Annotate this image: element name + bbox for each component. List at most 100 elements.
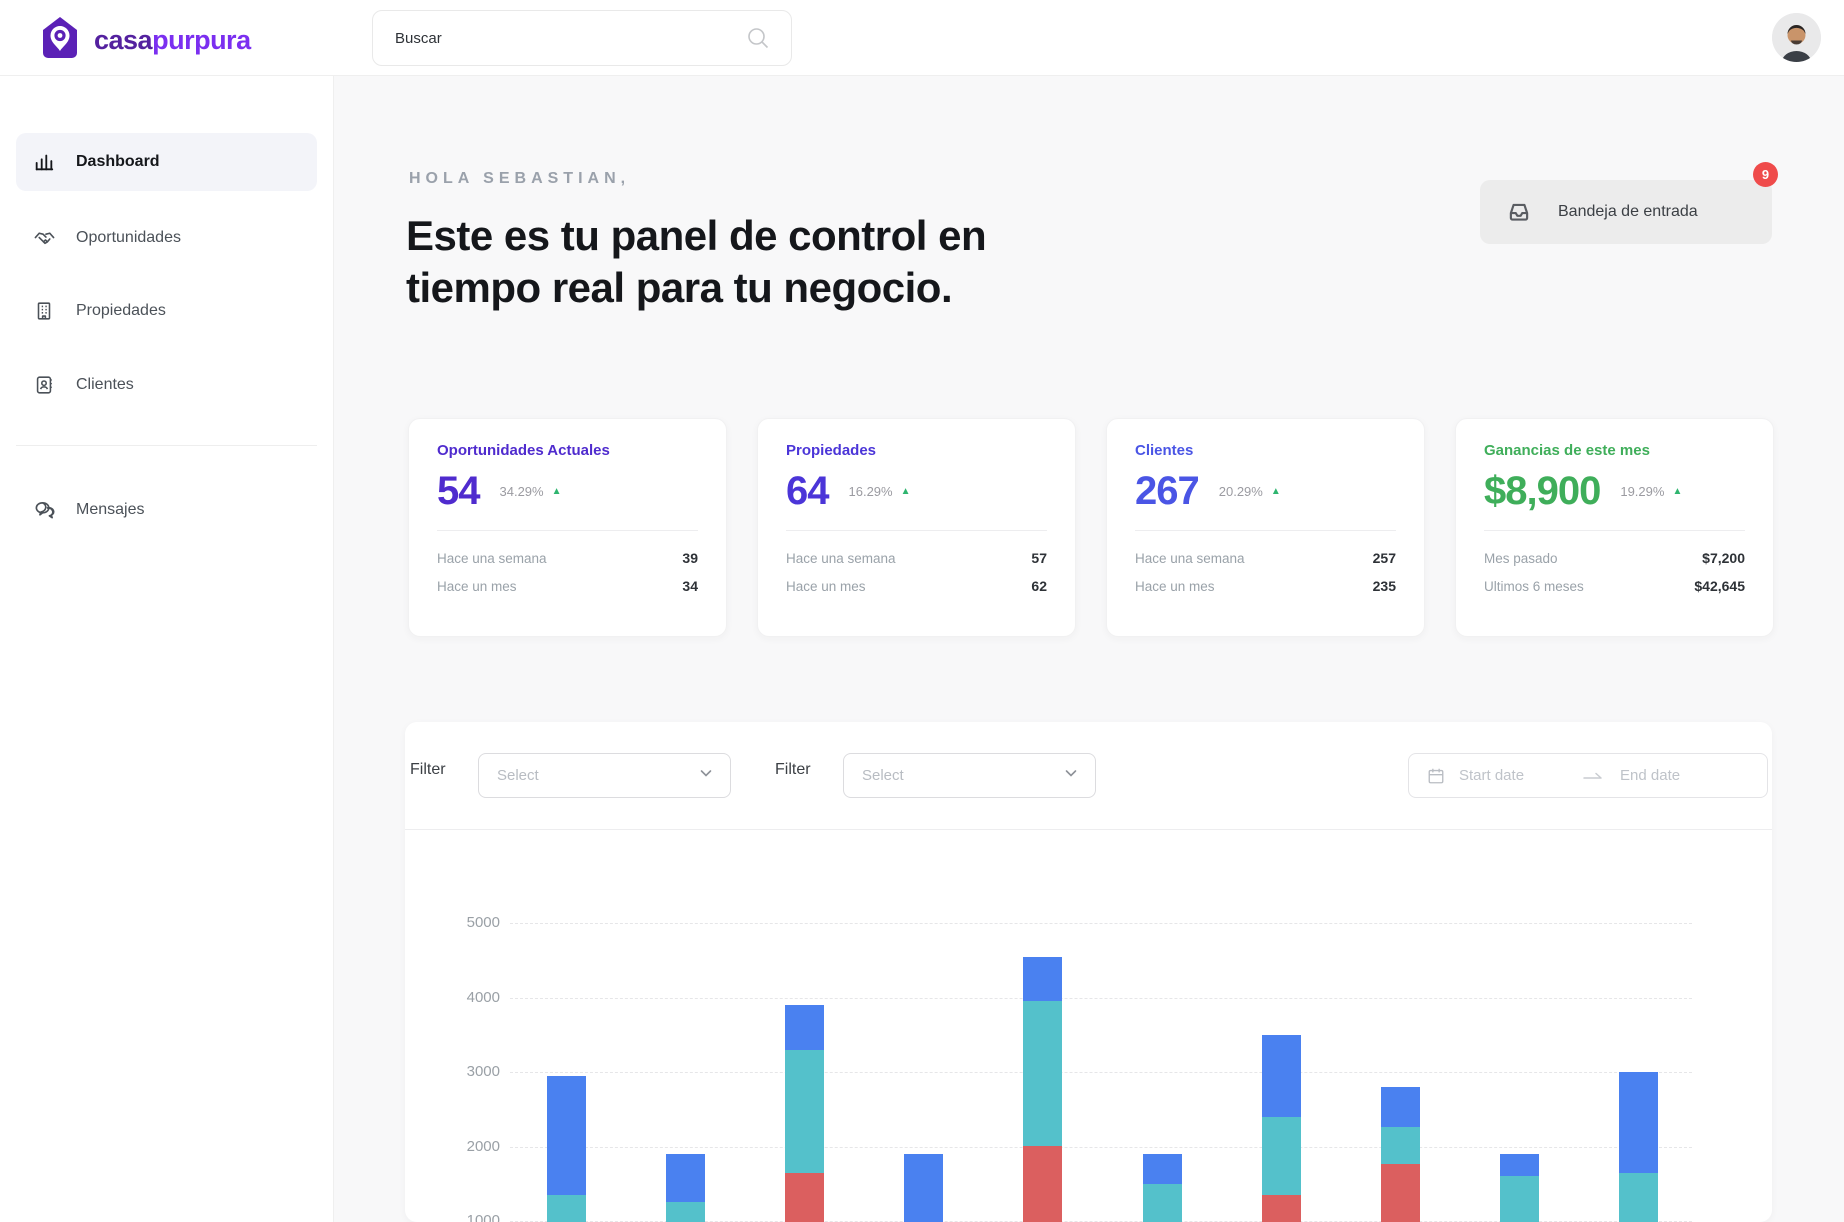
stat-value: 64 bbox=[786, 469, 829, 513]
stacked-bar bbox=[904, 1153, 944, 1222]
bar-segment-blue bbox=[785, 1004, 825, 1050]
bar-segment-blue bbox=[904, 1153, 944, 1222]
stat-row: Hace un mes 34 bbox=[437, 578, 698, 594]
stat-title: Ganancias de este mes bbox=[1484, 442, 1650, 459]
bar-segment-blue bbox=[666, 1153, 706, 1202]
bar-segment-blue bbox=[547, 1075, 586, 1195]
bar-chart-icon bbox=[32, 151, 56, 173]
end-date-field[interactable]: End date bbox=[1620, 767, 1681, 784]
stat-percent: 34.29% bbox=[499, 484, 544, 499]
gridline bbox=[510, 923, 1692, 924]
greeting-text: HOLA SEBASTIAN, bbox=[409, 170, 631, 187]
stat-value: $8,900 bbox=[1484, 469, 1601, 513]
stacked-bar bbox=[785, 1004, 825, 1222]
arrow-right-icon bbox=[1582, 770, 1604, 782]
stat-card-oportunidades: Oportunidades Actuales 54 34.29% ▲ Hace … bbox=[408, 418, 727, 637]
trend-up-icon: ▲ bbox=[1672, 486, 1683, 497]
sidebar-item-clientes[interactable]: Clientes bbox=[16, 363, 317, 407]
stat-row: Ultimos 6 meses $42,645 bbox=[1484, 578, 1745, 594]
date-range-picker[interactable]: Start date End date bbox=[1408, 753, 1768, 798]
stacked-bar bbox=[1142, 1153, 1182, 1222]
stat-title: Propiedades bbox=[786, 442, 877, 459]
stat-row: Hace una semana 39 bbox=[437, 550, 698, 566]
panel-divider bbox=[405, 829, 1772, 830]
y-axis-tick-label: 5000 bbox=[466, 914, 500, 931]
bar-segment-teal bbox=[666, 1201, 706, 1222]
bar-segment-blue bbox=[1380, 1086, 1420, 1128]
y-axis-tick-label: 4000 bbox=[466, 988, 500, 1006]
handshake-icon bbox=[32, 227, 56, 250]
bar-segment-teal bbox=[1142, 1183, 1182, 1222]
page-title: Este es tu panel de control en tiempo re… bbox=[406, 212, 987, 311]
trend-up-icon: ▲ bbox=[551, 486, 562, 497]
bar-segment-teal bbox=[1499, 1176, 1539, 1222]
search-input[interactable] bbox=[373, 29, 745, 47]
bar-segment-red bbox=[785, 1172, 825, 1222]
brand-logo[interactable]: casapurpura bbox=[38, 14, 251, 66]
stat-percent: 20.29% bbox=[1218, 484, 1263, 499]
bar-segment-red bbox=[1261, 1194, 1301, 1222]
filter-label-2: Filter bbox=[775, 761, 811, 778]
stacked-bar bbox=[547, 1075, 586, 1222]
stacked-bar bbox=[1261, 1034, 1301, 1222]
bar-segment-teal bbox=[1023, 1001, 1063, 1147]
contact-card-icon bbox=[32, 374, 56, 396]
inbox-button[interactable]: Bandeja de entrada bbox=[1480, 180, 1772, 244]
stat-row: Hace una semana 257 bbox=[1135, 550, 1396, 566]
chat-bubbles-icon bbox=[32, 499, 56, 522]
stat-title: Oportunidades Actuales bbox=[437, 442, 610, 459]
trend-up-icon: ▲ bbox=[1270, 486, 1281, 497]
stat-cards-row: Oportunidades Actuales 54 34.29% ▲ Hace … bbox=[408, 418, 1774, 637]
filter-label-1: Filter bbox=[410, 761, 446, 778]
bar-segment-blue bbox=[1499, 1153, 1539, 1177]
card-divider bbox=[437, 530, 698, 531]
stat-card-clientes: Clientes 267 20.29% ▲ Hace una semana 25… bbox=[1106, 418, 1425, 637]
inbox-icon bbox=[1506, 199, 1532, 225]
top-bar: casapurpura bbox=[0, 0, 1844, 76]
stacked-bar bbox=[1023, 956, 1063, 1222]
stat-row: Hace un mes 235 bbox=[1135, 578, 1396, 594]
stat-percent: 19.29% bbox=[1620, 484, 1665, 499]
sidebar-item-label: Clientes bbox=[76, 376, 134, 393]
sidebar-item-mensajes[interactable]: Mensajes bbox=[16, 488, 317, 532]
bar-segment-teal bbox=[1261, 1116, 1301, 1195]
chevron-down-icon bbox=[698, 765, 714, 786]
bar-segment-blue bbox=[1261, 1034, 1301, 1117]
filter-select-2[interactable]: Select bbox=[843, 753, 1096, 798]
sidebar-item-label: Propiedades bbox=[76, 302, 166, 319]
search-box bbox=[372, 10, 792, 66]
gridline bbox=[510, 1072, 1692, 1073]
chart-panel: 5000 4000 3000 2000 1000 bbox=[405, 722, 1772, 1222]
stat-card-ganancias: Ganancias de este mes $8,900 19.29% ▲ Me… bbox=[1455, 418, 1774, 637]
filter-select-1[interactable]: Select bbox=[478, 753, 731, 798]
search-icon[interactable] bbox=[745, 25, 771, 51]
inbox-button-label: Bandeja de entrada bbox=[1558, 203, 1698, 220]
stat-card-propiedades: Propiedades 64 16.29% ▲ Hace una semana … bbox=[757, 418, 1076, 637]
user-avatar[interactable] bbox=[1772, 13, 1821, 62]
sidebar-item-label: Dashboard bbox=[76, 153, 160, 170]
casapurpura-logo-icon bbox=[38, 14, 82, 66]
card-divider bbox=[1135, 530, 1396, 531]
chevron-down-icon bbox=[1063, 765, 1079, 786]
sidebar-item-label: Mensajes bbox=[76, 501, 145, 518]
sidebar-item-label: Oportunidades bbox=[76, 229, 181, 246]
brand-wordmark: casapurpura bbox=[94, 24, 251, 55]
inbox-badge: 9 bbox=[1753, 162, 1778, 187]
sidebar: Dashboard Oportunidades P bbox=[0, 76, 334, 1222]
bar-segment-teal bbox=[547, 1194, 586, 1222]
stat-row: Hace un mes 62 bbox=[786, 578, 1047, 594]
card-divider bbox=[1484, 530, 1745, 531]
stacked-bar bbox=[1499, 1153, 1539, 1222]
sidebar-item-oportunidades[interactable]: Oportunidades bbox=[16, 216, 317, 260]
card-divider bbox=[786, 530, 1047, 531]
bar-segment-red bbox=[1023, 1146, 1063, 1222]
stat-title: Clientes bbox=[1135, 442, 1194, 459]
y-axis-tick-label: 3000 bbox=[466, 1063, 500, 1080]
stat-value: 54 bbox=[437, 469, 480, 513]
stat-row: Mes pasado $7,200 bbox=[1484, 550, 1745, 566]
sidebar-item-propiedades[interactable]: Propiedades bbox=[16, 289, 317, 333]
stat-percent: 16.29% bbox=[848, 484, 893, 499]
start-date-field[interactable]: Start date bbox=[1459, 767, 1525, 784]
sidebar-item-dashboard[interactable]: Dashboard bbox=[16, 133, 317, 191]
